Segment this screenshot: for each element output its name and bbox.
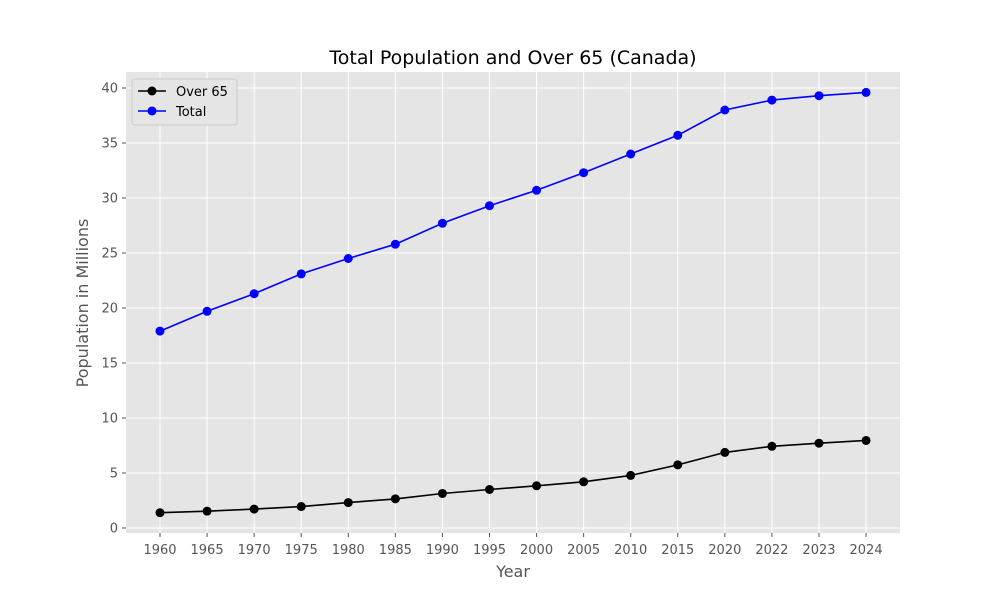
y-tick-label: 20	[101, 302, 118, 317]
y-tick-label: 10	[101, 412, 118, 427]
data-point-over-65	[155, 508, 165, 518]
x-tick-label: 1975	[285, 543, 318, 558]
x-tick-label: 1965	[191, 543, 224, 558]
y-tick-label: 30	[101, 192, 118, 207]
y-tick-label: 0	[110, 522, 118, 537]
y-tick-label: 15	[101, 357, 118, 372]
data-point-total	[296, 269, 306, 279]
y-tick-label: 35	[101, 137, 118, 152]
plot-background	[126, 72, 900, 533]
series-over-65	[155, 435, 871, 518]
x-tick-label: 1995	[473, 543, 506, 558]
x-tick-label: 2010	[614, 543, 647, 558]
x-tick-label: 2020	[708, 543, 741, 558]
data-point-over-65	[814, 438, 824, 448]
data-point-total	[579, 168, 589, 178]
x-tick-label: 2023	[802, 543, 835, 558]
data-point-over-65	[626, 470, 636, 480]
data-point-over-65	[767, 441, 777, 451]
y-tick-label: 5	[110, 467, 118, 482]
x-tick-label: 1985	[379, 543, 412, 558]
legend: Over 65 Total	[131, 78, 238, 126]
x-tick-label: 1990	[426, 543, 459, 558]
data-point-over-65	[861, 435, 871, 445]
data-point-over-65	[343, 498, 353, 508]
data-point-total	[437, 218, 447, 228]
data-point-over-65	[202, 506, 212, 516]
data-point-total	[343, 254, 353, 263]
legend-marker-total	[147, 106, 157, 116]
data-point-over-65	[437, 488, 447, 498]
legend-label-total: Total	[175, 105, 206, 120]
data-point-total	[532, 185, 542, 195]
data-point-total	[390, 239, 400, 249]
data-point-over-65	[720, 447, 730, 457]
data-point-total	[861, 87, 871, 97]
x-tick-label: 1960	[143, 543, 176, 558]
legend-label-over-65: Over 65	[176, 85, 228, 100]
data-point-total	[626, 149, 636, 159]
data-point-over-65	[673, 460, 683, 470]
data-point-total	[484, 201, 494, 211]
data-point-over-65	[296, 502, 306, 512]
data-point-over-65	[249, 504, 259, 514]
data-point-over-65	[390, 494, 400, 504]
data-point-total	[814, 91, 824, 101]
y-tick-label: 40	[101, 82, 118, 97]
data-point-total	[673, 130, 683, 140]
x-tick-label: 2022	[755, 543, 788, 558]
series-line-over-65	[159, 439, 867, 514]
data-point-total	[720, 105, 730, 115]
x-axis-label: Year	[495, 562, 530, 581]
data-point-total	[767, 95, 777, 105]
data-point-over-65	[532, 481, 542, 491]
chart-title: Total Population and Over 65 (Canada)	[328, 47, 696, 69]
axis-ticks: 0 5 10 15 20 25 30 35 40 1960 1965 1970 1975 1980 1985…	[101, 82, 882, 559]
data-point-total	[155, 326, 165, 336]
x-tick-label: 1970	[238, 543, 271, 558]
x-tick-label: 2000	[520, 543, 553, 558]
y-axis-label: Population in Millions	[73, 219, 92, 388]
x-tick-label: 2024	[850, 543, 883, 558]
series-total	[155, 87, 871, 336]
data-point-total	[249, 289, 259, 299]
y-tick-label: 25	[101, 247, 118, 262]
x-tick-label: 2015	[661, 543, 694, 558]
series-line-total	[159, 91, 867, 332]
legend-marker-over-65	[147, 86, 157, 96]
x-tick-label: 1980	[332, 543, 365, 558]
data-point-total	[202, 306, 212, 316]
data-point-over-65	[579, 477, 589, 487]
series-lines	[155, 87, 871, 518]
data-point-over-65	[484, 485, 494, 494]
x-tick-label: 2005	[567, 543, 600, 558]
